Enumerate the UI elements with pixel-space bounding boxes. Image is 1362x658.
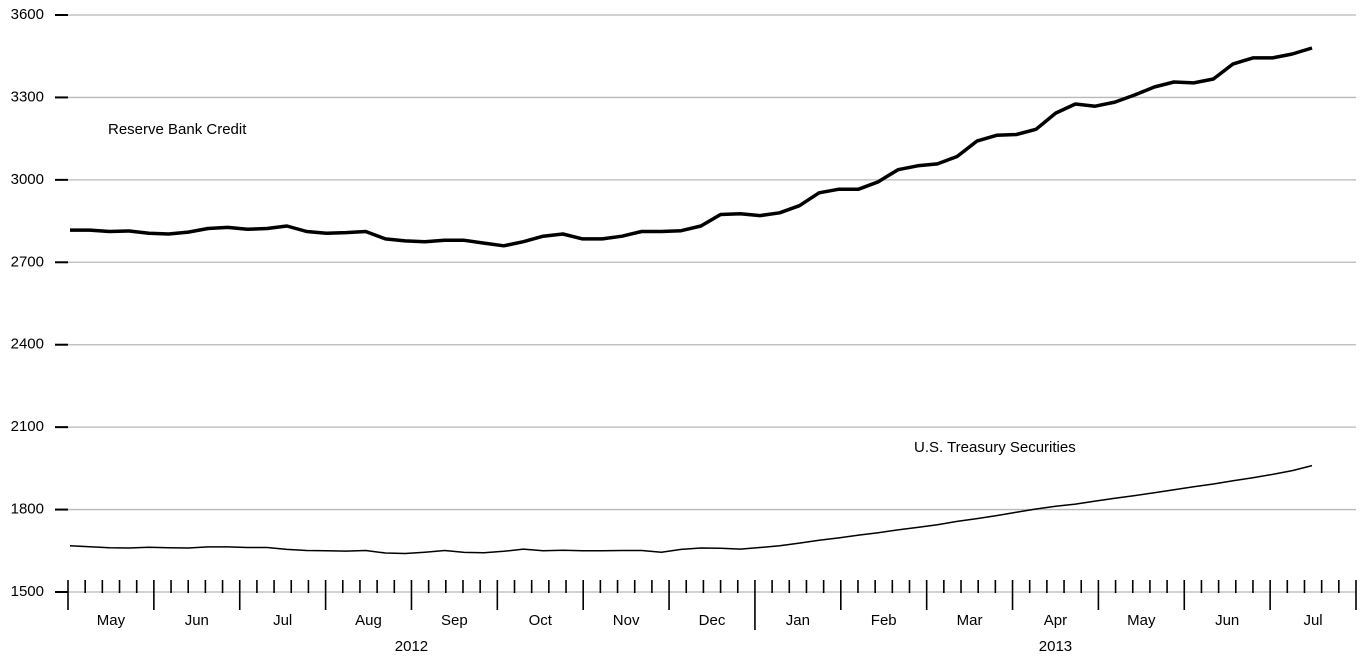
data-line — [69, 464, 1313, 555]
x-tick-label: Aug — [355, 612, 382, 629]
y-tick-label: 2100 — [11, 418, 44, 435]
x-tick-label: Mar — [957, 612, 983, 629]
x-tick-label: Apr — [1044, 612, 1067, 629]
series-label: U.S. Treasury Securities — [914, 439, 1076, 456]
data-line — [70, 46, 1313, 248]
x-tick-label: Jan — [786, 612, 810, 629]
x-tick-label: Jul — [1303, 612, 1322, 629]
x-tick-label: Feb — [871, 612, 897, 629]
x-tick-label: Dec — [699, 612, 726, 629]
x-tick-label: Oct — [529, 612, 553, 629]
x-tick-label: Sep — [441, 612, 468, 629]
x-tick-label: Jun — [1215, 612, 1239, 629]
y-tick-label: 1500 — [11, 583, 44, 600]
y-tick-label: 3000 — [11, 171, 44, 188]
y-tick-label: 1800 — [11, 501, 44, 518]
y-tick-label: 3600 — [11, 6, 44, 23]
year-label: 2012 — [395, 638, 428, 655]
x-tick-label: Jun — [185, 612, 209, 629]
x-tick-label: Jul — [273, 612, 292, 629]
x-tick-label: May — [97, 612, 126, 629]
series-label: Reserve Bank Credit — [108, 121, 247, 138]
year-label: 2013 — [1039, 638, 1072, 655]
y-tick-label: 2400 — [11, 336, 44, 353]
y-tick-label: 3300 — [11, 88, 44, 105]
y-tick-label: 2700 — [11, 253, 44, 270]
x-tick-label: May — [1127, 612, 1156, 629]
x-tick-label: Nov — [613, 612, 640, 629]
